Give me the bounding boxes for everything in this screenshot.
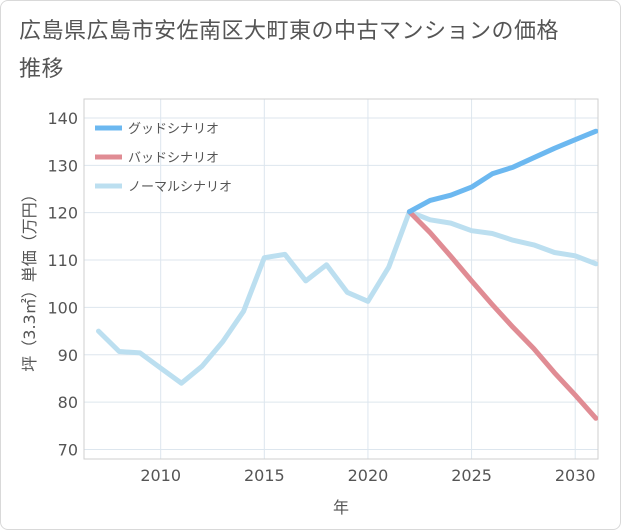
y-tick-label: 80 — [58, 393, 78, 412]
y-tick-label: 140 — [47, 109, 78, 128]
x-axis-title: 年 — [333, 498, 349, 517]
plot-area-frame — [83, 98, 599, 460]
y-tick-label: 110 — [47, 251, 78, 270]
legend-label-1: バッドシナリオ — [128, 151, 219, 166]
y-tick-label: 100 — [47, 298, 78, 317]
x-tick-label: 2015 — [244, 466, 285, 485]
x-tick-label: 2020 — [348, 466, 389, 485]
y-tick-label: 90 — [58, 346, 78, 365]
series-line-2 — [96, 209, 598, 386]
x-tick-label: 2010 — [140, 466, 181, 485]
x-tick-label: 2030 — [555, 466, 596, 485]
tick-labels: 70 80 90 100 110 120 130 140 2010 2015 2020 2025 203… — [47, 109, 595, 485]
y-tick-label: 130 — [47, 156, 78, 175]
legend-label-2: ノーマルシナリオ — [128, 180, 232, 195]
series-layer — [96, 128, 598, 421]
chart-title: 広島県広島市安佐南区大町東の中古マンションの価格推移 — [19, 19, 560, 82]
series-line-0 — [406, 128, 598, 215]
legend-label-0: グッドシナリオ — [128, 122, 219, 137]
x-tick-label: 2025 — [451, 466, 492, 485]
y-axis-title: 坪（3.3㎡）単価（万円） — [20, 186, 39, 371]
y-tick-label: 70 — [58, 441, 78, 460]
series-line-1 — [406, 209, 598, 421]
y-tick-label: 120 — [47, 204, 78, 223]
